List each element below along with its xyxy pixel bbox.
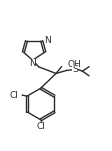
Text: Cl: Cl [9, 91, 18, 100]
Text: N: N [45, 36, 51, 45]
Text: Cl: Cl [36, 122, 45, 131]
Text: OH: OH [68, 60, 81, 69]
Text: N: N [29, 59, 35, 68]
Text: S: S [72, 65, 78, 74]
